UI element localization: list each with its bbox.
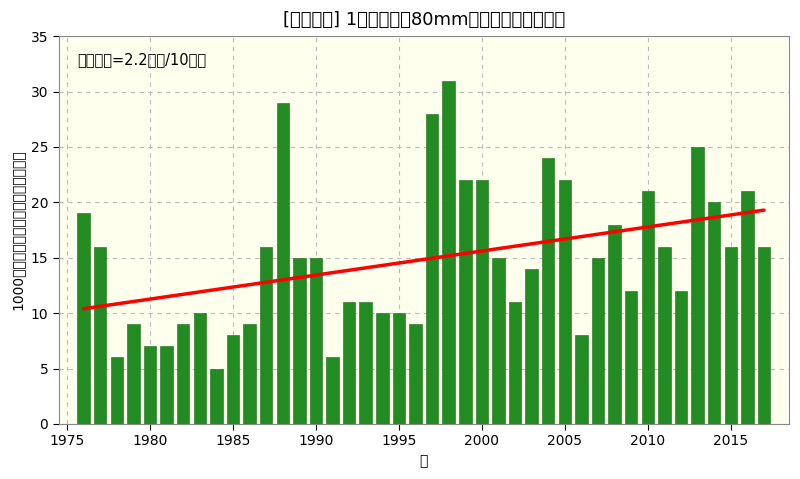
Bar [127, 324, 140, 424]
Bar [393, 313, 405, 424]
Bar [625, 291, 638, 424]
Bar [426, 114, 438, 424]
Bar [326, 357, 338, 424]
Bar [708, 202, 721, 424]
Bar [310, 258, 322, 424]
Bar [226, 335, 239, 424]
Bar [260, 247, 272, 424]
Bar [542, 158, 554, 424]
Bar [293, 258, 306, 424]
Bar [410, 324, 422, 424]
Bar [277, 103, 289, 424]
Bar [476, 180, 488, 424]
Bar [642, 191, 654, 424]
Bar [509, 302, 522, 424]
Bar [558, 180, 571, 424]
Bar [160, 346, 173, 424]
Text: トレンド=2.2（回/10年）: トレンド=2.2（回/10年） [77, 52, 206, 67]
Bar [459, 180, 471, 424]
Bar [94, 247, 106, 424]
Bar [725, 247, 737, 424]
Bar [758, 247, 770, 424]
Bar [674, 291, 687, 424]
Bar [194, 313, 206, 424]
Bar [110, 357, 123, 424]
Y-axis label: 1000地点あたりの年間発生回数（回）: 1000地点あたりの年間発生回数（回） [11, 150, 25, 310]
Bar [177, 324, 190, 424]
Bar [144, 346, 156, 424]
Bar [78, 214, 90, 424]
Title: [アメダス] 1時間降水量80mm以上の年間発生回数: [アメダス] 1時間降水量80mm以上の年間発生回数 [282, 11, 565, 29]
Bar [526, 269, 538, 424]
Bar [609, 225, 621, 424]
Bar [210, 368, 222, 424]
Bar [343, 302, 355, 424]
Bar [243, 324, 256, 424]
Bar [658, 247, 670, 424]
Bar [376, 313, 389, 424]
Bar [575, 335, 588, 424]
Bar [592, 258, 604, 424]
Bar [741, 191, 754, 424]
Bar [691, 147, 704, 424]
Bar [442, 80, 455, 424]
Bar [492, 258, 505, 424]
Bar [359, 302, 372, 424]
X-axis label: 年: 年 [420, 454, 428, 468]
